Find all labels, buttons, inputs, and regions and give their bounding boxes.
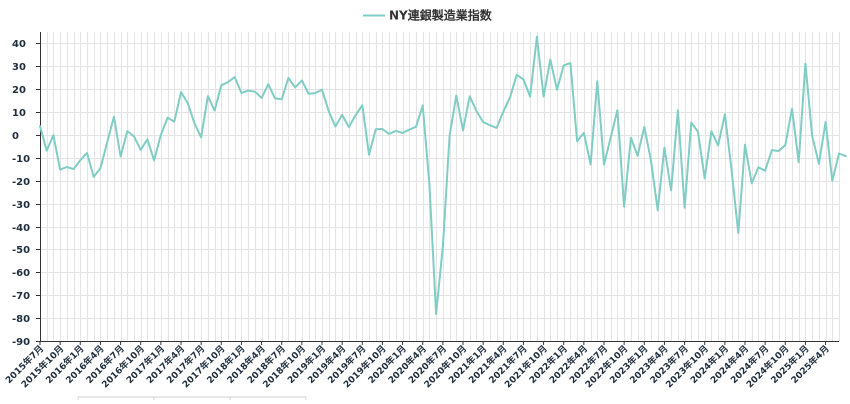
y-tick-label: -20	[12, 177, 30, 188]
y-tick-label: 10	[12, 108, 26, 119]
legend[interactable]: NY連銀製造業指数	[363, 8, 493, 23]
series-line	[39, 35, 847, 315]
y-tick-label: 0	[12, 131, 19, 142]
y-tick-label: -50	[12, 245, 30, 256]
y-tick-label: -10	[12, 154, 30, 165]
legend-item[interactable]: NY連銀製造業指数	[363, 8, 493, 23]
y-tick-label: 20	[12, 85, 26, 96]
y-tick-label: 40	[12, 39, 26, 50]
series-layer	[39, 35, 847, 315]
y-tick-label: -30	[12, 200, 30, 211]
grid	[40, 32, 840, 342]
y-tick-label: -90	[12, 337, 30, 348]
axes: 403020100-10-20-30-40-50-60-70-80-902015…	[3, 32, 839, 390]
legend-label: NY連銀製造業指数	[389, 8, 493, 23]
y-tick-label: -40	[12, 223, 30, 234]
y-tick-label: -80	[12, 314, 30, 325]
y-tick-label: -70	[12, 291, 30, 302]
y-tick-label: 30	[12, 62, 26, 73]
y-tick-label: -60	[12, 268, 30, 279]
